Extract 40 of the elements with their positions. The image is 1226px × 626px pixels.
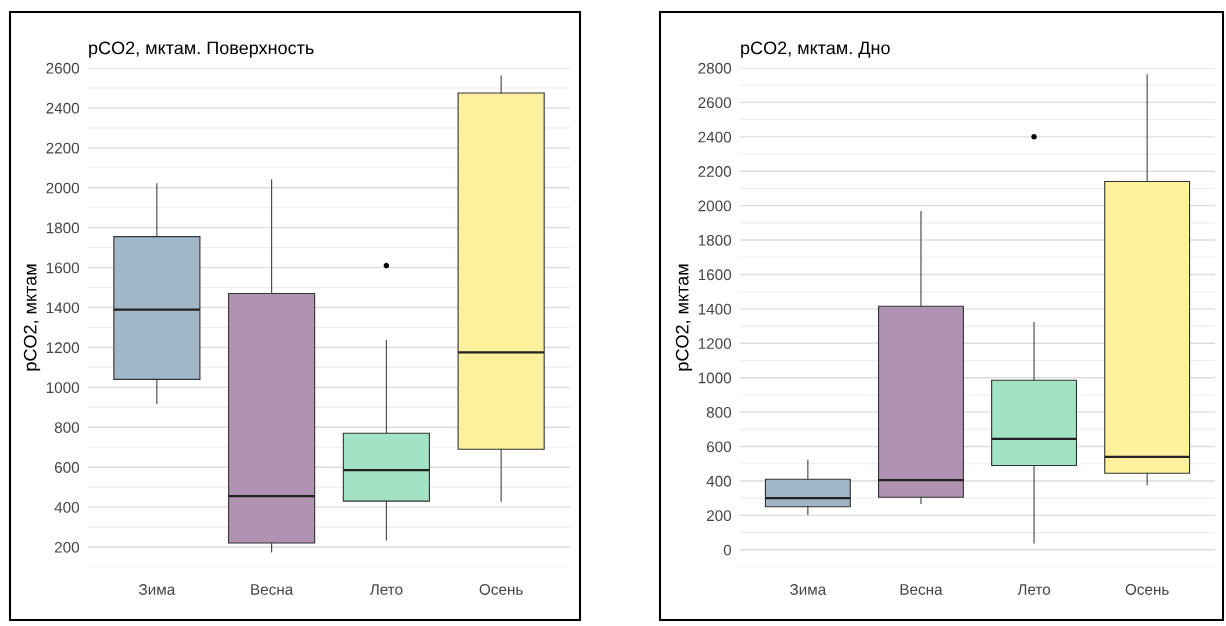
x-tick-label: Зима [789, 584, 827, 595]
y-tick-label: 2400 [698, 131, 732, 143]
x-tick-label: Весна [900, 584, 943, 595]
y-axis-title: pCO2, мктам [23, 264, 41, 371]
chart-title: pCO2, мктам. Поверхность [89, 41, 314, 58]
chart-title: pCO2, мктам. Дно [741, 41, 890, 58]
y-tick-label: 2200 [46, 142, 80, 154]
y-tick-label: 2600 [46, 62, 80, 74]
y-tick-label: 2600 [698, 97, 732, 109]
y-tick-label: 1800 [46, 222, 80, 234]
x-tick-label: Лето [1017, 584, 1051, 595]
y-tick-label: 1200 [698, 338, 732, 349]
y-tick-label: 400 [706, 475, 732, 487]
y-tick-label: 600 [54, 462, 80, 473]
y-tick-label: 1800 [698, 234, 732, 246]
x-tick-label: Весна [251, 584, 294, 595]
x-tick-label: Осень [1125, 584, 1169, 595]
y-tick-label: 1000 [46, 382, 80, 394]
y-tick-label: 400 [54, 501, 80, 513]
y-tick-label: 2400 [46, 102, 80, 114]
y-tick-label: 800 [706, 407, 732, 418]
y-tick-label: 1400 [698, 303, 732, 315]
y-axis-title: pCO2, мктам [675, 264, 693, 371]
y-tick-label: 2800 [698, 62, 732, 74]
y-tick-label: 600 [706, 441, 732, 453]
y-tick-label: 200 [54, 541, 80, 553]
y-tick-label: 200 [706, 510, 732, 522]
y-tick-label: 1400 [46, 302, 80, 314]
y-tick-label: 1200 [46, 342, 80, 354]
y-tick-label: 1000 [698, 372, 732, 384]
x-tick-label: Лето [369, 584, 403, 595]
y-tick-label: 0 [723, 544, 732, 556]
y-tick-label: 1600 [698, 269, 732, 281]
y-tick-label: 2000 [698, 200, 732, 212]
y-tick-label: 800 [54, 422, 80, 433]
x-tick-label: Зима [138, 584, 176, 595]
x-tick-label: Осень [479, 584, 523, 595]
y-tick-label: 2000 [46, 182, 80, 194]
y-tick-label: 2200 [698, 166, 732, 177]
y-tick-label: 1600 [46, 262, 80, 274]
